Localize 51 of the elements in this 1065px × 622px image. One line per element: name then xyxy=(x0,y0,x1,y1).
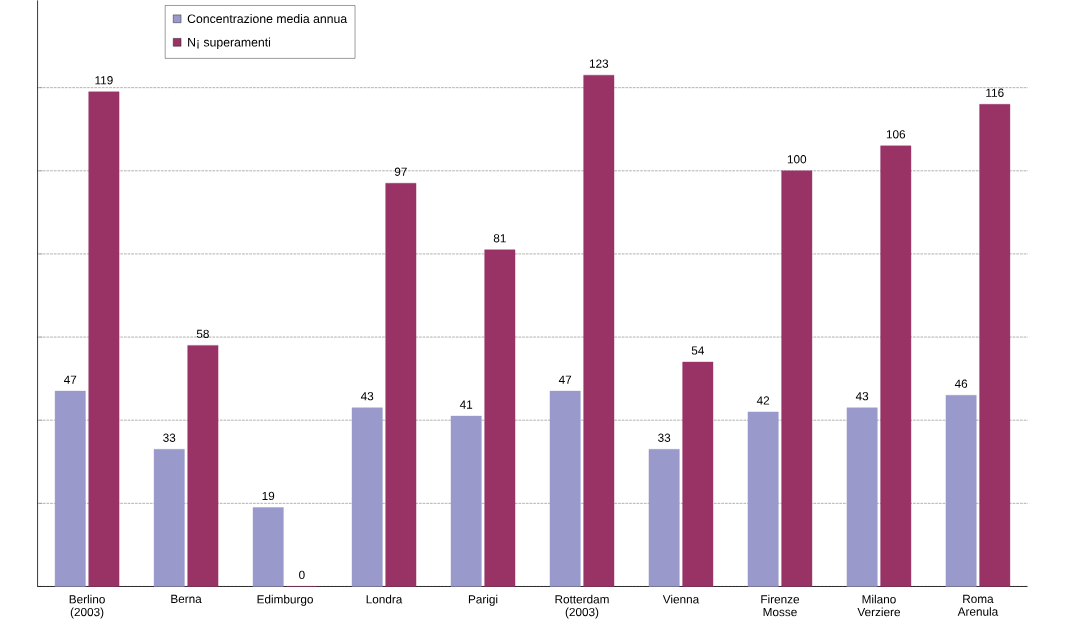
bar xyxy=(880,145,912,587)
x-tick-label: Milano Verziere xyxy=(857,594,900,617)
x-tick-label: Firenze Mosse xyxy=(761,594,800,617)
data-label: 47 xyxy=(558,375,572,384)
bar xyxy=(549,391,581,587)
legend-label: Concentrazione media annua xyxy=(187,14,348,24)
bar xyxy=(54,391,86,587)
bar xyxy=(153,449,185,587)
bar xyxy=(747,411,779,587)
x-tick-label: Berlino (2003) xyxy=(69,594,105,619)
bar xyxy=(682,361,714,587)
data-label: 43 xyxy=(855,392,869,401)
x-tick-label: Londra xyxy=(366,594,403,604)
data-label: 106 xyxy=(886,130,906,139)
data-label: 123 xyxy=(589,59,609,68)
data-label: 119 xyxy=(95,76,113,85)
data-label: 97 xyxy=(394,167,407,176)
bar xyxy=(450,415,482,587)
bar xyxy=(945,395,977,587)
data-label: 47 xyxy=(63,375,77,384)
x-tick-label: Parigi xyxy=(468,594,498,606)
data-label: 33 xyxy=(658,433,671,442)
bar xyxy=(88,91,120,587)
bar xyxy=(979,104,1011,587)
data-label: 116 xyxy=(986,88,1004,97)
data-label: 46 xyxy=(954,379,968,388)
data-label: 19 xyxy=(262,491,275,501)
bar xyxy=(351,407,383,587)
data-label: 41 xyxy=(459,400,473,409)
legend-label: N¡ superamenti xyxy=(188,37,271,50)
bar xyxy=(252,507,284,587)
x-tick-label: Edimburgo xyxy=(257,594,313,606)
x-tick-label: Vienna xyxy=(662,594,700,604)
bar xyxy=(846,407,878,587)
bar xyxy=(187,345,219,587)
x-tick-label: Roma Arenula xyxy=(957,594,999,616)
data-label: 0 xyxy=(299,570,305,580)
bar xyxy=(484,249,516,587)
data-label: 81 xyxy=(493,234,506,243)
bar xyxy=(648,449,680,587)
data-label: 33 xyxy=(163,433,176,442)
data-label: 42 xyxy=(756,396,770,405)
x-tick-label: Berna xyxy=(171,594,202,604)
data-label: 58 xyxy=(196,329,209,339)
bar xyxy=(781,170,813,587)
bar xyxy=(583,75,615,587)
x-tick-label: Rotterdam (2003) xyxy=(555,594,609,619)
data-label: 100 xyxy=(787,155,807,164)
bar xyxy=(385,183,417,587)
data-label: 54 xyxy=(691,346,704,355)
data-label: 43 xyxy=(360,392,374,401)
